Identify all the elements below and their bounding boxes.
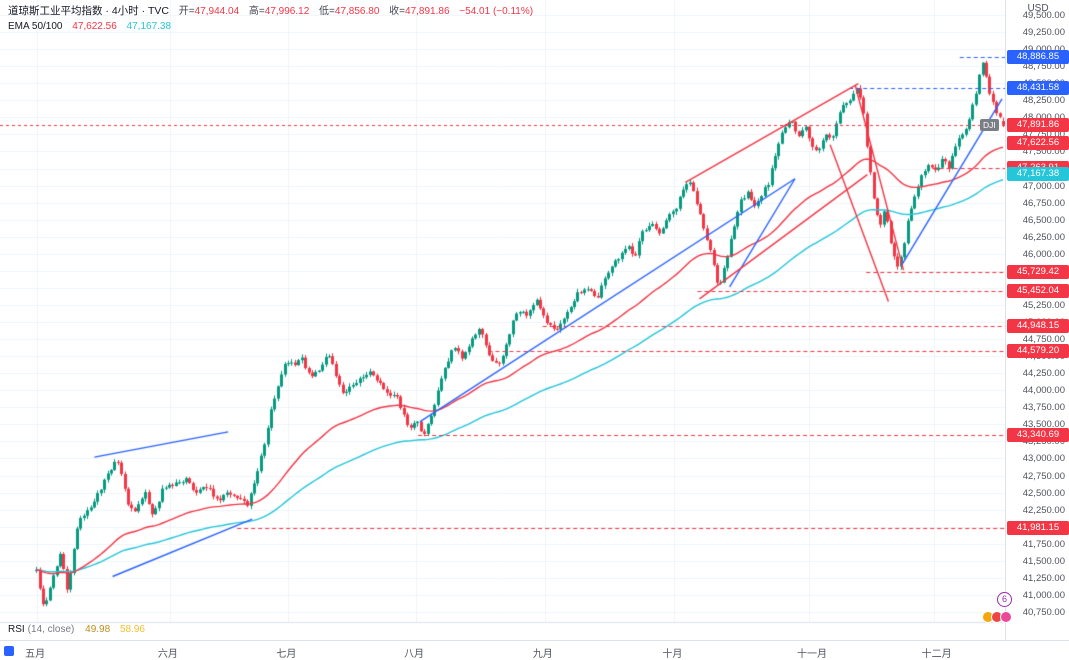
price-tick: 47,750.00: [1022, 129, 1065, 141]
price-tick: 41,000.00: [1022, 589, 1065, 601]
close-eq: =: [399, 6, 406, 17]
price-tick: 48,750.00: [1022, 61, 1065, 73]
price-tick: 46,250.00: [1022, 231, 1065, 243]
symbol-price-prefix: DJI: [980, 118, 999, 131]
change-value: −54.01 (−0.11%): [459, 6, 534, 17]
price-tick: 43,750.00: [1022, 402, 1065, 414]
price-tick: 44,000.00: [1022, 385, 1065, 397]
price-tick: 46,000.00: [1022, 248, 1065, 260]
price-tick: 49,250.00: [1022, 27, 1065, 39]
emoji-reaction-icon[interactable]: [1000, 611, 1012, 623]
symbol-legend-row: 道琼斯工业平均指数 · 4小时 · TVC 开=47,944.04 高=47,9…: [8, 4, 533, 19]
emoji-reaction-cluster[interactable]: 6: [982, 592, 1024, 628]
open-label: 开: [178, 6, 189, 17]
price-tick: 46,500.00: [1022, 214, 1065, 226]
price-tick: 44,250.00: [1022, 368, 1065, 380]
reaction-count-badge[interactable]: 6: [997, 592, 1012, 607]
price-tick: 45,250.00: [1022, 299, 1065, 311]
high-label: 高: [248, 6, 259, 17]
price-tick: 48,250.00: [1022, 95, 1065, 107]
price-tag: 44,579.20: [1007, 343, 1069, 358]
ema-indicator-label[interactable]: EMA 50/100: [8, 21, 63, 32]
rsi-indicator-label[interactable]: RSI: [8, 624, 25, 635]
price-tag: 48,431.58: [1007, 80, 1069, 95]
price-tick: 43,500.00: [1022, 419, 1065, 431]
ema100-value: 47,167.38: [126, 21, 172, 32]
time-axis[interactable]: 五月 六月 七月 八月 九月 十月 十一月 十二月: [0, 640, 1069, 660]
open-eq: =: [188, 6, 195, 17]
low-value: 47,856.80: [334, 6, 380, 17]
month-label: 七月: [276, 649, 297, 660]
price-tick: 44,750.00: [1022, 334, 1065, 346]
price-tag: 45,452.04: [1007, 284, 1069, 299]
open-value: 47,944.04: [194, 6, 240, 17]
month-label: 九月: [532, 649, 553, 660]
price-tag: 45,729.42: [1007, 265, 1069, 280]
month-label: 十一月: [797, 649, 828, 660]
month-label: 十月: [662, 649, 683, 660]
close-label: 收: [389, 6, 400, 17]
low-eq: =: [329, 6, 335, 17]
price-tag: 47,622.56: [1007, 136, 1069, 151]
symbol-title[interactable]: 道琼斯工业平均指数 · 4小时 · TVC: [8, 5, 170, 17]
timeframe-square-icon[interactable]: [4, 646, 14, 656]
price-tick: 42,250.00: [1022, 504, 1065, 516]
price-axis[interactable]: USD 40,750.00 41,000.00 41,250.00 41,500.00…: [980, 0, 1069, 640]
price-tick: 41,500.00: [1022, 555, 1065, 567]
chart-legend: 道琼斯工业平均指数 · 4小时 · TVC 开=47,944.04 高=47,9…: [8, 4, 533, 34]
price-tag: 47,167.38: [1007, 167, 1069, 182]
month-label: 十二月: [921, 649, 952, 660]
price-tag: DJI 47,891.86: [980, 117, 1069, 132]
rsi-params: (14, close): [27, 624, 75, 635]
ema50-value: 47,622.56: [72, 21, 117, 32]
currency-label[interactable]: USD: [1027, 3, 1049, 14]
price-tick: 42,500.00: [1022, 487, 1065, 499]
high-eq: =: [258, 6, 265, 17]
low-label: 低: [319, 6, 330, 17]
rsi-value: 49.98: [85, 624, 111, 635]
month-label: 五月: [25, 649, 46, 660]
price-tick: 49,500.00: [1022, 10, 1065, 21]
price-tick: 46,750.00: [1022, 197, 1065, 209]
high-value: 47,996.12: [264, 6, 310, 17]
price-tag: 48,886.85: [1007, 49, 1069, 64]
rsi-ma-value: 58.96: [119, 624, 145, 635]
rsi-legend-row: RSI (14, close) 49.98 58.96: [8, 624, 145, 635]
price-tag: 44,948.15: [1007, 318, 1069, 333]
price-tag: 43,340.69: [1007, 428, 1069, 443]
price-tag: 41,981.15: [1007, 521, 1069, 535]
price-tick: 40,750.00: [1022, 607, 1065, 618]
price-tick: 47,000.00: [1022, 180, 1065, 192]
chart-plot-area[interactable]: 道琼斯工业平均指数 · 4小时 · TVC 开=47,944.04 高=47,9…: [0, 0, 1012, 640]
price-tick: 49,000.00: [1023, 44, 1065, 55]
month-label: 六月: [157, 649, 178, 660]
month-label: 八月: [404, 649, 425, 660]
price-tick: 42,750.00: [1022, 470, 1065, 482]
candlestick-chart-canvas[interactable]: [0, 0, 1005, 640]
close-value: 47,891.86: [405, 6, 450, 17]
price-tick: 43,000.00: [1022, 453, 1065, 465]
price-tick: 41,250.00: [1022, 572, 1065, 584]
ema-legend-row: EMA 50/100 47,622.56 47,167.38: [8, 19, 533, 34]
price-tick: 47,500.00: [1022, 146, 1065, 158]
price-tick: 41,750.00: [1022, 538, 1065, 550]
